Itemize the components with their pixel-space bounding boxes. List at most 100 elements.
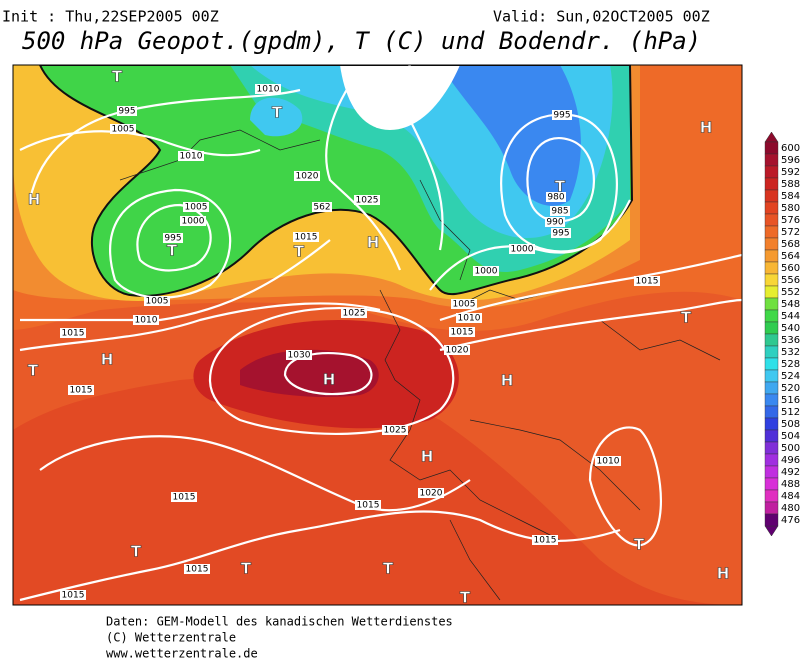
isobar-label: 1015 <box>451 328 474 338</box>
map-frame <box>12 64 743 606</box>
coastlines <box>119 129 721 601</box>
isobar-label-bg <box>180 216 206 226</box>
isobar-label: 562 <box>313 203 330 213</box>
pressure-center: H <box>717 565 730 583</box>
colorbar-cell <box>764 333 779 347</box>
colorbar-label: 504 <box>781 431 800 442</box>
colorbar-label: 508 <box>781 419 800 430</box>
colorbar-label: 500 <box>781 443 800 454</box>
isobar-label: 1015 <box>186 565 209 575</box>
isobar-label-bg <box>595 456 621 466</box>
colorbar-cell <box>764 213 779 227</box>
colorbar-label: 536 <box>781 335 800 346</box>
colorbar-label: 572 <box>781 227 800 238</box>
isobar-label-bg <box>171 492 197 502</box>
polar-gap <box>340 65 460 130</box>
colorbar-cell <box>764 357 779 371</box>
colorbar-label: 592 <box>781 167 800 178</box>
isobar-label-bg <box>546 192 566 202</box>
colorbar-cell <box>764 345 779 359</box>
colorbar-label: 516 <box>781 395 800 406</box>
colorbar-cell <box>764 141 779 155</box>
colorbar-label: 484 <box>781 491 800 502</box>
colorbar-cell <box>764 381 779 395</box>
colorbar-label: 488 <box>781 479 800 490</box>
colorbar-label: 584 <box>781 191 800 202</box>
isobar-label: 1025 <box>343 309 366 319</box>
isobar-label-bg <box>550 206 570 216</box>
colorbar-cell <box>764 489 779 503</box>
colorbar-label: 524 <box>781 371 800 382</box>
isobar-label: 1030 <box>288 351 311 361</box>
colorbar-cell <box>764 501 779 515</box>
isobar-label-bg <box>178 151 204 161</box>
isobar-label: 1020 <box>296 172 319 182</box>
pressure-center: T <box>28 362 39 380</box>
isobar-label-bg <box>545 217 565 227</box>
colorbar-cell <box>764 465 779 479</box>
isobar-label: 1020 <box>420 489 443 499</box>
isobar-label: 1000 <box>475 267 498 277</box>
colorbar-label: 496 <box>781 455 800 466</box>
footer-line: (C) Wetterzentrale <box>106 631 236 645</box>
isobar-label: 995 <box>552 229 569 239</box>
colorbar-cell <box>764 201 779 215</box>
isobar-label-bg <box>418 488 444 498</box>
isobar-label-bg <box>294 171 320 181</box>
isobar-label: 1000 <box>182 217 205 227</box>
colorbar-cell <box>764 177 779 191</box>
isobar-label-bg <box>117 106 137 116</box>
colorbar-label: 560 <box>781 263 800 274</box>
colorbar-cell <box>764 285 779 299</box>
isobar-label-bg <box>456 313 482 323</box>
colorbar-label: 564 <box>781 251 800 262</box>
isobar-label-bg <box>551 228 571 238</box>
colorbar-cell <box>764 477 779 491</box>
isobar-label: 985 <box>551 207 568 217</box>
isobar-label-bg <box>68 385 94 395</box>
map-field <box>13 65 742 605</box>
isobar-label-bg <box>133 315 159 325</box>
isobar-label-bg <box>341 308 367 318</box>
footer-line: www.wetterzentrale.de <box>106 647 258 659</box>
isobar-label-bg <box>312 202 332 212</box>
isobar-label: 995 <box>118 107 135 117</box>
isobar-label: 1005 <box>146 297 169 307</box>
pressure-center: H <box>501 372 514 390</box>
pressure-center: T <box>634 536 645 554</box>
isobar-label-bg <box>144 296 170 306</box>
isobar-label: 1010 <box>458 314 481 324</box>
colorbar-label: 596 <box>781 155 800 166</box>
colorbar-cell <box>764 189 779 203</box>
pressure-center: H <box>28 191 41 209</box>
colorbar-cell <box>764 513 779 527</box>
pressure-center: T <box>681 309 692 327</box>
isobar-label: 1010 <box>257 85 280 95</box>
isobar-label: 1010 <box>180 152 203 162</box>
pressure-center: H <box>367 234 380 252</box>
colorbar-cell <box>764 153 779 167</box>
colorbar-label: 556 <box>781 275 800 286</box>
colorbar-cell <box>764 441 779 455</box>
isobar-label-bg <box>473 266 499 276</box>
isobar-label-bg <box>634 276 660 286</box>
field-red <box>13 377 742 605</box>
isobar-label: 1000 <box>511 245 534 255</box>
isobar-label: 995 <box>553 111 570 121</box>
pressure-center: H <box>323 371 336 389</box>
colorbar-cell <box>764 261 779 275</box>
contour-552 <box>39 65 634 297</box>
field-darkest-red <box>240 349 379 397</box>
pressure-center: T <box>272 104 283 122</box>
pressure-center: H <box>700 119 713 137</box>
colorbar-cell <box>764 405 779 419</box>
pressure-center: H <box>101 351 114 369</box>
isobar-label-bg <box>444 345 470 355</box>
colorbar-cell <box>764 321 779 335</box>
colorbar-label: 528 <box>781 359 800 370</box>
isobar-label-bg <box>451 299 477 309</box>
isobar-label-bg <box>183 202 209 212</box>
colorbar-label: 548 <box>781 299 800 310</box>
